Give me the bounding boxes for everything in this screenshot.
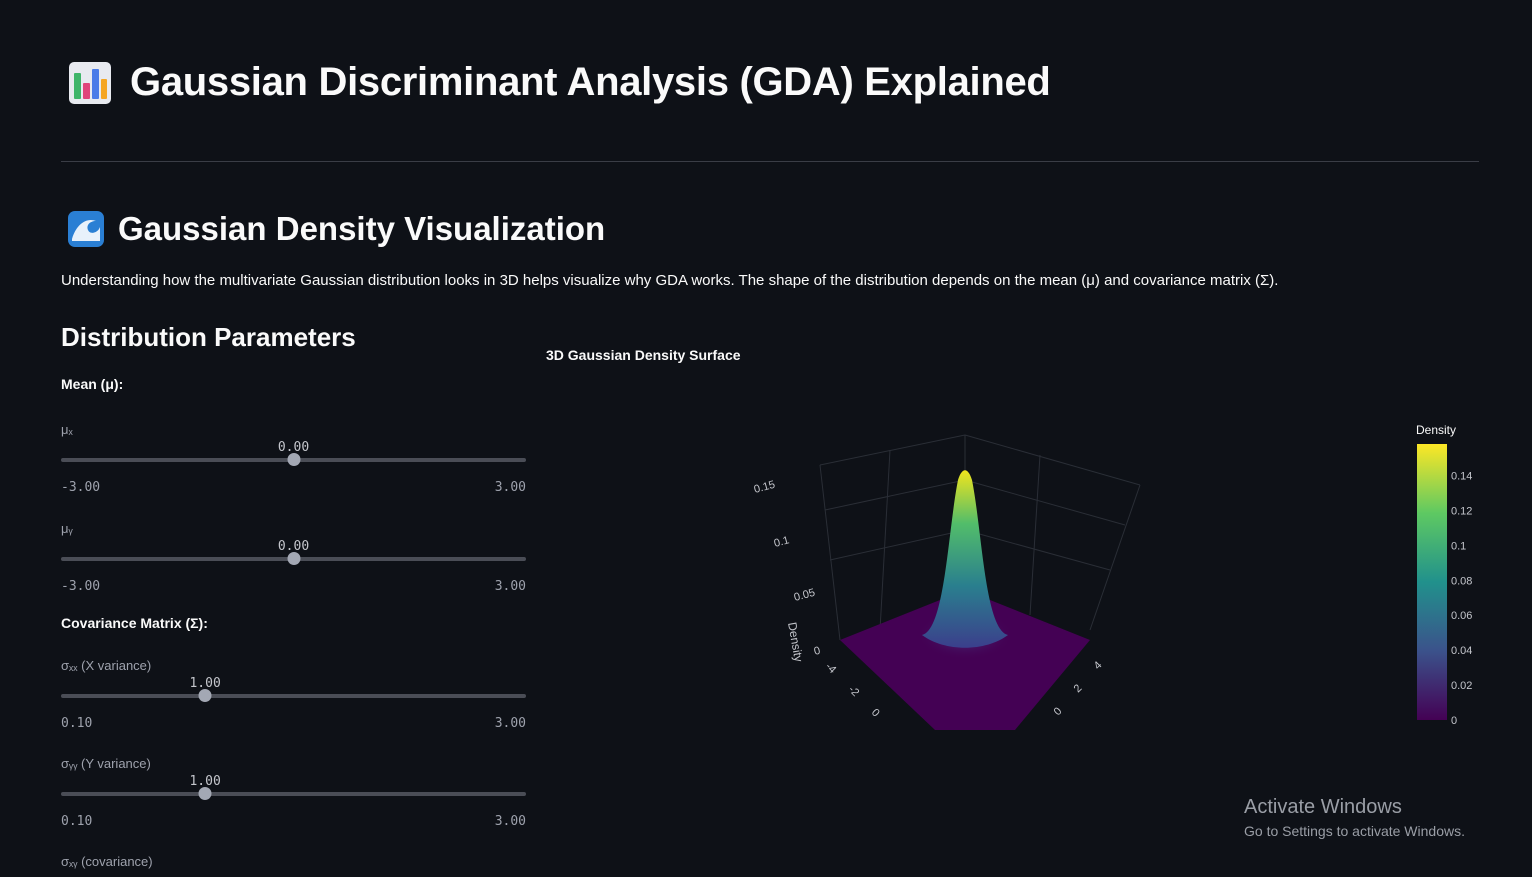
slider-max: 3.00: [494, 579, 526, 594]
density-surface-chart[interactable]: 3D Gaussian Density Surface Density 0 0.0…: [540, 330, 1500, 750]
z-tick-labels: 0 0.05 0.1 0.15: [753, 479, 822, 658]
intro-text: Understanding how the multivariate Gauss…: [61, 272, 1279, 289]
x-tick-label: -2: [846, 684, 861, 699]
chart-svg: 3D Gaussian Density Surface Density 0 0.0…: [546, 347, 1472, 730]
chart-title: 3D Gaussian Density Surface: [546, 347, 741, 363]
colorbar-tick-label: 0.02: [1451, 680, 1472, 692]
section-title-text: Gaussian Density Visualization: [118, 210, 606, 247]
slider-track[interactable]: [61, 694, 526, 698]
page-title-text: Gaussian Discriminant Analysis (GDA) Exp…: [130, 60, 1051, 104]
z-tick-label: 0: [813, 645, 822, 658]
page-title: Gaussian Discriminant Analysis (GDA) Exp…: [68, 60, 1051, 105]
colorbar-tick-label: 0.06: [1451, 610, 1472, 622]
covariance-heading: Covariance Matrix (Σ):: [61, 615, 208, 631]
mean-heading: Mean (μ):: [61, 376, 124, 392]
slider-label: σₓₓ (X variance): [61, 658, 152, 673]
slider-thumb[interactable]: [198, 689, 212, 702]
colorbar-tick-label: 0.14: [1451, 470, 1472, 482]
slider-min: 0.10: [61, 814, 93, 829]
colorbar-tick-labels: 0 0.02 0.04 0.06 0.08 0.1 0.12 0.14: [1451, 470, 1472, 727]
colorbar-tick-label: 0: [1451, 715, 1457, 727]
params-title: Distribution Parameters: [61, 322, 356, 352]
y-tick-label: 2: [1072, 682, 1085, 695]
colorbar-tick-label: 0.1: [1451, 540, 1466, 552]
sigma-xx-slider[interactable]: σₓₓ (X variance) 1.00 0.10 3.00: [61, 658, 526, 738]
slider-max: 3.00: [494, 814, 526, 829]
colorbar-tick-label: 0.08: [1451, 575, 1472, 587]
grid-lines: [819, 434, 1141, 641]
activate-windows-watermark: Activate Windows Go to Settings to activ…: [1244, 796, 1465, 839]
bar-chart-icon: [69, 61, 111, 104]
z-axis-label: Density: [785, 621, 806, 663]
watermark-line1: Activate Windows: [1244, 796, 1402, 818]
section-title: Gaussian Density Visualization: [68, 210, 605, 248]
slider-thumb[interactable]: [287, 453, 300, 466]
slider-thumb[interactable]: [198, 787, 212, 800]
density-peak: [922, 470, 1008, 648]
colorbar-tick-label: 0.12: [1451, 505, 1472, 517]
slider-label: μₓ: [61, 422, 73, 437]
sigma-yy-slider[interactable]: σᵧᵧ (Y variance) 1.00 0.10 3.00: [61, 756, 526, 836]
colorbar-title: Density: [1416, 423, 1456, 437]
slider-thumb[interactable]: [287, 552, 300, 565]
slider-value: 0.00: [277, 440, 310, 455]
slider-max: 3.00: [494, 716, 526, 731]
colorbar-tick-label: 0.04: [1451, 645, 1472, 657]
slider-label: σᵧᵧ (Y variance): [61, 756, 151, 771]
watermark-line2: Go to Settings to activate Windows.: [1244, 823, 1465, 839]
x-tick-label: -4: [823, 661, 838, 676]
slider-label: σₓᵧ (covariance): [61, 854, 153, 869]
ocean-wave-icon: [68, 211, 104, 247]
slider-min: 0.10: [61, 716, 93, 731]
sigma-xy-slider[interactable]: σₓᵧ (covariance): [61, 854, 526, 877]
slider-min: -3.00: [61, 480, 101, 495]
z-tick-label: 0.15: [753, 479, 777, 496]
y-tick-label: 4: [1092, 659, 1105, 672]
slider-value: 0.00: [277, 539, 310, 554]
x-tick-label: 0: [869, 707, 882, 720]
slider-min: -3.00: [61, 579, 101, 594]
slider-label: μᵧ: [61, 521, 73, 536]
slider-value: 1.00: [189, 774, 221, 789]
slider-max: 3.00: [494, 480, 526, 495]
z-tick-label: 0.05: [793, 587, 817, 604]
z-tick-label: 0.1: [773, 534, 791, 550]
colorbar: [1417, 444, 1447, 720]
divider: [61, 161, 1479, 162]
y-tick-label: 0: [1052, 705, 1065, 718]
mu-x-slider[interactable]: μₓ 0.00 -3.00 3.00: [61, 422, 526, 502]
slider-value: 1.00: [189, 676, 221, 691]
mu-y-slider[interactable]: μᵧ 0.00 -3.00 3.00: [61, 521, 526, 601]
slider-track[interactable]: [61, 792, 526, 796]
